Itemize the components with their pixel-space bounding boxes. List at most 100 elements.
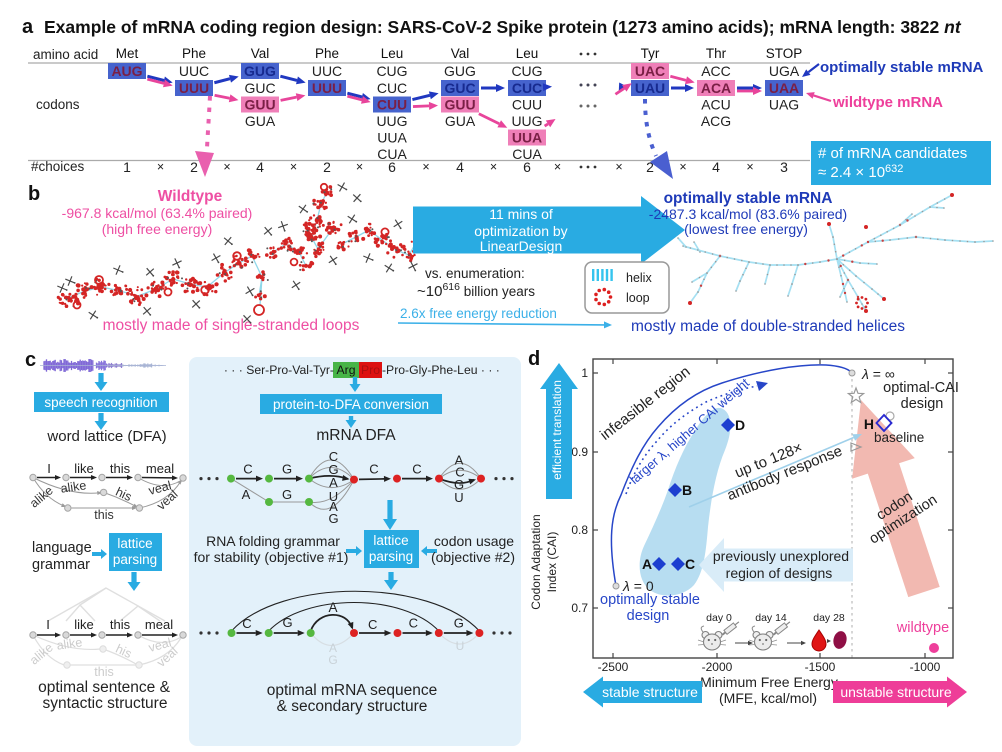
svg-text:6: 6 (388, 159, 396, 175)
svg-text:baseline: baseline (874, 430, 924, 445)
svg-text:(lowest free energy): (lowest free energy) (684, 221, 808, 237)
svg-text:I: I (47, 461, 51, 476)
svg-text:GUC: GUC (444, 80, 475, 96)
svg-text:this: this (94, 508, 113, 522)
svg-text:CUA: CUA (512, 146, 542, 162)
svg-text:veal: veal (147, 635, 173, 654)
svg-text:Codon Adaptation: Codon Adaptation (529, 514, 543, 609)
svg-text:UUG: UUG (511, 113, 542, 129)
svg-text:CUU: CUU (377, 97, 407, 113)
svg-text:UUG: UUG (376, 113, 407, 129)
svg-text:Arg: Arg (337, 363, 356, 377)
svg-text:day 28: day 28 (813, 612, 845, 624)
svg-text:(objective #2): (objective #2) (431, 549, 515, 565)
svg-text:1: 1 (123, 159, 131, 175)
svg-text:b: b (28, 183, 40, 205)
svg-text:UUU: UUU (179, 80, 209, 96)
svg-text:Wildtype: Wildtype (158, 188, 223, 205)
svg-text:G: G (328, 653, 337, 667)
svg-text:this: this (94, 665, 113, 679)
svg-text:speech recognition: speech recognition (44, 395, 157, 410)
svg-text:alike: alike (60, 478, 87, 495)
svg-text:his: his (113, 485, 133, 504)
svg-text:Example of mRNA coding region: Example of mRNA coding region design: SA… (44, 17, 962, 37)
svg-text:A: A (455, 453, 464, 468)
svg-text:×: × (356, 160, 363, 174)
svg-text:& secondary structure: & secondary structure (277, 698, 428, 715)
svg-text:×: × (157, 160, 164, 174)
svg-text:Thr: Thr (706, 46, 727, 61)
svg-text:G: G (282, 487, 292, 502)
svg-text:meal: meal (145, 617, 173, 632)
svg-text:×: × (223, 160, 230, 174)
svg-text:UAG: UAG (769, 97, 799, 113)
svg-text:(MFE, kcal/mol): (MFE, kcal/mol) (719, 690, 817, 706)
svg-text:like: like (74, 461, 94, 476)
svg-text:λ = ∞: λ = ∞ (861, 366, 895, 382)
svg-text:U: U (456, 639, 465, 653)
svg-text:A: A (328, 600, 337, 615)
svg-text:stable structure: stable structure (602, 684, 698, 700)
svg-text:Leu: Leu (381, 46, 404, 61)
svg-text:grammar: grammar (32, 557, 90, 573)
svg-text:4: 4 (456, 159, 464, 175)
svg-text:wildtype mRNA: wildtype mRNA (832, 94, 943, 111)
svg-text:-1500: -1500 (805, 660, 836, 674)
svg-text:×: × (746, 160, 753, 174)
svg-text:vs. enumeration:: vs. enumeration: (425, 266, 525, 281)
svg-text:-2487.3 kcal/mol (83.6% paired: -2487.3 kcal/mol (83.6% paired) (649, 206, 847, 222)
svg-text:11 mins of: 11 mins of (489, 206, 553, 222)
svg-text:UUC: UUC (179, 63, 209, 79)
svg-text:GUA: GUA (445, 113, 476, 129)
svg-text:ACA: ACA (701, 80, 731, 96)
svg-text:meal: meal (146, 461, 174, 476)
svg-text:previously unexplored: previously unexplored (713, 548, 849, 564)
svg-text:U: U (329, 489, 338, 504)
svg-text:2.6x free energy reduction: 2.6x free energy reduction (400, 306, 557, 321)
svg-text:STOP: STOP (766, 46, 803, 61)
svg-text:mRNA DFA: mRNA DFA (316, 427, 396, 444)
svg-text:design: design (901, 396, 944, 412)
svg-text:G: G (454, 477, 464, 492)
svg-text:GUC: GUC (244, 80, 275, 96)
svg-text:for stability (objective #1): for stability (objective #1) (194, 549, 349, 565)
svg-text:optimally stable mRNA: optimally stable mRNA (820, 59, 984, 76)
svg-text:a: a (22, 16, 34, 38)
svg-text:0.8: 0.8 (571, 523, 588, 537)
svg-text:UUA: UUA (377, 130, 407, 146)
svg-text:mostly made of double-stranded: mostly made of double-stranded helices (631, 318, 905, 335)
svg-text:CUC: CUC (377, 80, 407, 96)
svg-text:AUG: AUG (111, 63, 142, 79)
svg-text:optimal mRNA sequence: optimal mRNA sequence (267, 682, 438, 699)
svg-text:4: 4 (256, 159, 264, 175)
svg-text:helix: helix (626, 271, 652, 285)
svg-text:Minimum Free Energy: Minimum Free Energy (700, 674, 838, 690)
svg-text:CUC: CUC (512, 80, 542, 96)
svg-text:optimal sentence &: optimal sentence & (38, 679, 170, 696)
svg-text:optimally stable: optimally stable (600, 592, 700, 608)
svg-text:ACG: ACG (701, 113, 731, 129)
svg-text:parsing: parsing (369, 549, 413, 564)
svg-text:C: C (329, 449, 338, 464)
svg-text:×: × (554, 160, 561, 174)
svg-text:B: B (682, 482, 692, 498)
svg-text:0.9: 0.9 (571, 445, 588, 459)
svg-text:0.7: 0.7 (571, 601, 588, 615)
svg-text:optimal-CAI: optimal-CAI (883, 380, 959, 396)
svg-text:≈ 2.4 × 10632: ≈ 2.4 × 10632 (818, 163, 903, 181)
svg-text:4: 4 (712, 159, 720, 175)
svg-text:2: 2 (190, 159, 198, 175)
svg-text:I: I (46, 617, 50, 632)
svg-text:λ = 0: λ = 0 (622, 578, 654, 594)
svg-text:lattice: lattice (117, 536, 152, 551)
svg-text:CUA: CUA (377, 146, 407, 162)
svg-text:d: d (528, 348, 540, 370)
svg-text:region of designs: region of designs (726, 565, 833, 581)
svg-text:2: 2 (646, 159, 654, 175)
svg-text:C: C (412, 462, 421, 477)
svg-text:word lattice (DFA): word lattice (DFA) (46, 428, 166, 445)
svg-text:2: 2 (323, 159, 331, 175)
svg-text:C: C (369, 462, 378, 477)
svg-text:A: A (329, 475, 338, 490)
svg-text:×: × (615, 160, 622, 174)
